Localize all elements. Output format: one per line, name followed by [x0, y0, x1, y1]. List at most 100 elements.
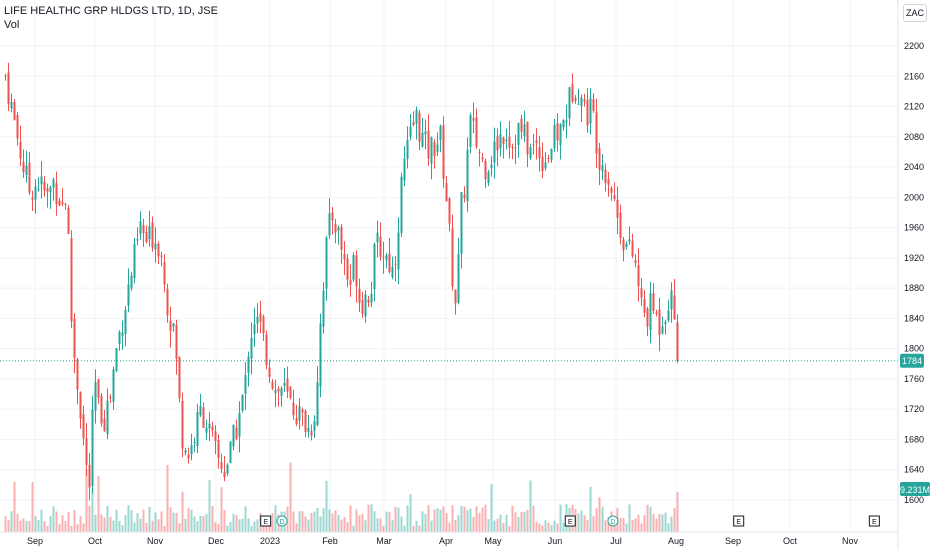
- volume-bar: [463, 506, 466, 532]
- candle-body: [208, 423, 211, 429]
- volume-bar: [658, 514, 661, 532]
- volume-bar: [100, 514, 103, 532]
- volume-bar: [673, 508, 676, 532]
- volume-bar: [256, 519, 259, 532]
- candle-body: [610, 188, 613, 193]
- x-tick-label: Jul: [610, 536, 622, 546]
- volume-bar: [286, 506, 289, 532]
- volume-bar: [580, 510, 583, 532]
- volume-bar: [148, 506, 151, 532]
- candle-body: [319, 323, 322, 387]
- x-tick-label: May: [484, 536, 502, 546]
- x-tick-label: Oct: [88, 536, 103, 546]
- candle-body: [190, 444, 193, 455]
- volume-bar: [289, 462, 292, 532]
- volume-bar: [181, 491, 184, 532]
- volume-bar: [499, 514, 502, 532]
- svg-text:E: E: [872, 519, 877, 526]
- volume-bar: [70, 525, 73, 532]
- volume-bar: [406, 505, 409, 532]
- candle-body: [181, 400, 184, 449]
- chart-title: LIFE HEALTHC GRP HLDGS LTD, 1D, JSE: [4, 5, 218, 17]
- candle-body: [454, 289, 457, 304]
- candle-body: [193, 441, 196, 443]
- volume-bar: [61, 515, 64, 532]
- volume-bar: [361, 514, 364, 532]
- volume-bar: [52, 506, 55, 532]
- candle-body: [79, 391, 82, 419]
- candle-body: [340, 226, 343, 250]
- candle-body: [115, 348, 118, 372]
- candle-body: [658, 309, 661, 335]
- candle-body: [91, 409, 94, 486]
- candle-body: [19, 141, 22, 159]
- volume-bar: [247, 518, 250, 532]
- volume-bar: [520, 511, 523, 532]
- candle-body: [592, 99, 595, 112]
- candle-body: [370, 293, 373, 303]
- candle-body: [646, 308, 649, 327]
- candle-body: [298, 406, 301, 421]
- candle-body: [46, 188, 49, 192]
- candle-body: [283, 382, 286, 387]
- volume-bar: [250, 525, 253, 532]
- volume-bar: [340, 519, 343, 532]
- volume-bar: [556, 523, 559, 532]
- volume-bar: [661, 514, 664, 532]
- currency-button[interactable]: ZAC: [903, 4, 927, 22]
- volume-bar: [412, 525, 415, 532]
- volume-bar: [133, 522, 136, 532]
- volume-bar: [397, 507, 400, 532]
- volume-bar: [10, 511, 13, 532]
- volume-bar: [328, 509, 331, 532]
- candle-body: [259, 313, 262, 322]
- volume-bar: [376, 518, 379, 532]
- volume-bar: [652, 513, 655, 532]
- candle-body: [163, 262, 166, 285]
- candle-body: [121, 332, 124, 336]
- volume-bar: [208, 480, 211, 532]
- y-tick-label: 2040: [904, 162, 924, 172]
- candle-body: [367, 299, 370, 303]
- candle-body: [382, 256, 385, 258]
- price-axis[interactable]: 1600 1640 1680 1720 1760 1800 1840 1880 1920 1960…: [904, 41, 924, 505]
- volume-bar: [394, 506, 397, 532]
- volume-bar: [472, 517, 475, 532]
- volume-bar: [151, 520, 154, 532]
- volume-bar: [238, 519, 241, 532]
- volume-bar: [601, 506, 604, 532]
- candle-body: [295, 418, 298, 424]
- candle-body: [184, 450, 187, 453]
- candle-body: [358, 288, 361, 303]
- volume-bar: [271, 513, 274, 532]
- candle-body: [334, 223, 337, 233]
- volume-bar: [220, 487, 223, 532]
- volume-bar: [322, 508, 325, 532]
- candle-body: [517, 122, 520, 145]
- volume-bar: [226, 525, 229, 532]
- volume-bar: [274, 505, 277, 532]
- dividend-marker: D: [607, 515, 619, 527]
- candle-body: [562, 120, 565, 128]
- volume-bar: [475, 506, 478, 532]
- candle-body: [649, 293, 652, 331]
- candle-body: [604, 169, 607, 184]
- volume-bar: [460, 505, 463, 532]
- time-axis[interactable]: Sep Oct Nov Dec 2023 Feb Mar Apr May Jun Jul Aug Sep…: [27, 536, 859, 546]
- volume-bar: [445, 513, 448, 532]
- candle-body: [364, 294, 367, 317]
- candle-body: [199, 406, 202, 416]
- volume-bar: [265, 522, 268, 532]
- volume-bar: [358, 515, 361, 532]
- volume-bar: [583, 515, 586, 532]
- candle-body: [499, 134, 502, 149]
- candle-body: [550, 148, 553, 160]
- x-tick-label: Sep: [725, 536, 741, 546]
- candle-body: [76, 359, 79, 390]
- candle-body: [376, 232, 379, 243]
- volume-bar: [562, 522, 565, 532]
- y-tick-label: 2200: [904, 41, 924, 51]
- volume-bar: [139, 518, 142, 532]
